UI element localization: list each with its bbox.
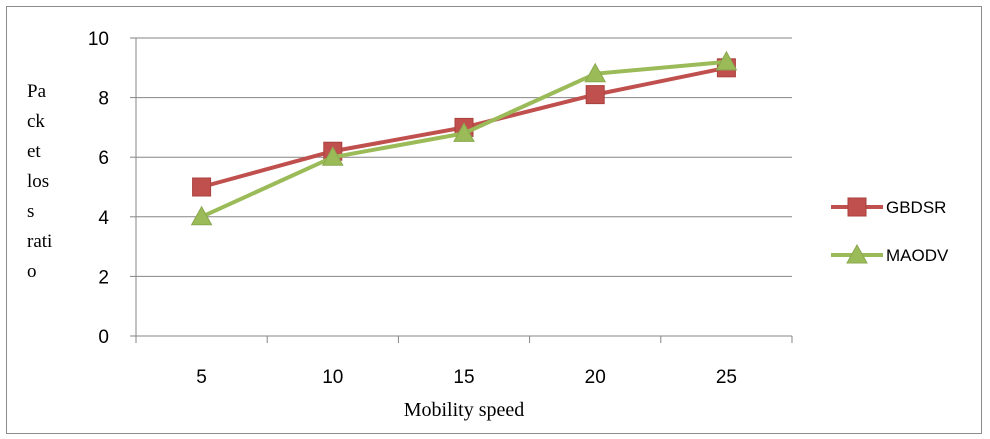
- y-tick-label: 4: [98, 208, 109, 229]
- data-point-maodv: [584, 62, 607, 83]
- x-tick-label: 20: [585, 367, 606, 388]
- data-point-maodv: [453, 122, 475, 142]
- series: [190, 50, 738, 226]
- chart-frame: [6, 6, 982, 434]
- y-axis-title-line: rati: [27, 231, 52, 252]
- legend-label: MAODV: [886, 246, 949, 265]
- y-axis-title-line: et: [27, 141, 41, 162]
- x-tick-label: 10: [322, 367, 343, 388]
- x-tick-label: 25: [716, 367, 737, 388]
- x-axis-title: Mobility speed: [404, 399, 525, 421]
- gridlines: [136, 37, 792, 277]
- legend-marker-maodv: [846, 243, 868, 264]
- data-point-maodv: [190, 205, 213, 226]
- y-tick-label: 10: [88, 29, 109, 50]
- y-axis-title-line: Pa: [27, 81, 47, 102]
- data-point-gbdsr: [585, 85, 605, 105]
- legend: GBDSR MAODV: [831, 197, 949, 265]
- legend-marker-gbdsr: [847, 197, 867, 217]
- y-axis-title-line: los: [27, 171, 49, 192]
- y-tick-label: 2: [98, 267, 109, 288]
- y-tick-label: 6: [98, 148, 109, 169]
- y-axis-title-line: ck: [27, 111, 45, 132]
- data-point-gbdsr: [192, 177, 212, 197]
- y-tick-label: 8: [98, 89, 109, 110]
- data-point-maodv: [321, 146, 344, 166]
- axis-labels: 0 2 4 6 8 10 5 10 15 20 25 Mobility speed Pa ck et los s…: [27, 29, 737, 421]
- y-axis-title-line: s: [27, 201, 34, 222]
- y-tick-label: 0: [98, 327, 109, 348]
- x-tick-label: 15: [453, 367, 474, 388]
- axes: [130, 37, 793, 343]
- y-axis-title-line: o: [27, 261, 37, 282]
- legend-label: GBDSR: [886, 198, 946, 217]
- x-tick-label: 5: [196, 367, 207, 388]
- data-point-maodv: [715, 50, 738, 71]
